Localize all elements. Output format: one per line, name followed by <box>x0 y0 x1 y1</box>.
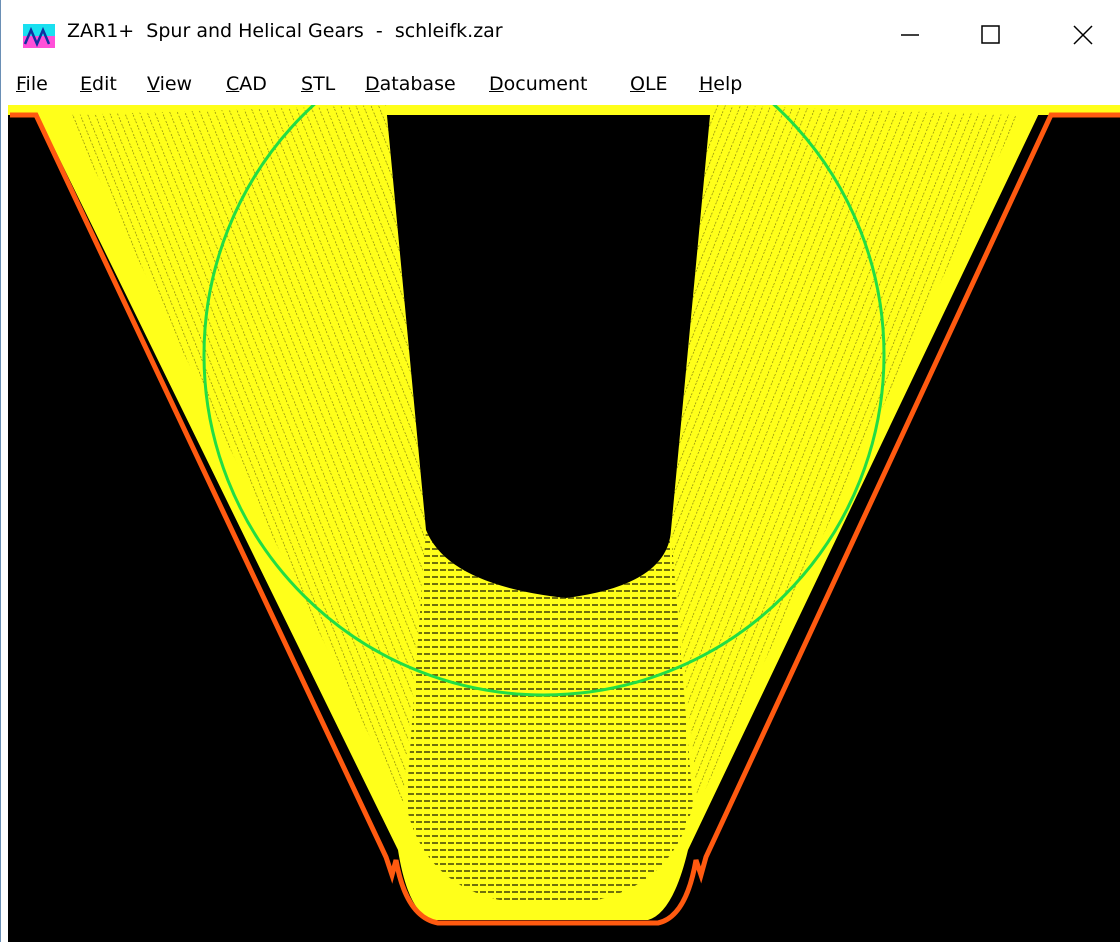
menu-item[interactable]: OLE <box>630 73 668 95</box>
menu-item[interactable]: Edit <box>80 73 117 95</box>
maximize-button[interactable] <box>961 14 1021 54</box>
menu-bar: File Edit View CAD STL Database Document OLE Hel… <box>1 62 1120 105</box>
menu-item[interactable]: Document <box>489 73 587 95</box>
minimize-button[interactable] <box>881 14 941 54</box>
menu-item[interactable]: CAD <box>226 73 267 95</box>
app-window: ZAR1+ Spur and Helical Gears - schleifk.… <box>0 0 1120 942</box>
menu-item[interactable]: STL <box>301 73 335 95</box>
window-controls <box>881 14 1120 54</box>
menu-item[interactable]: File <box>16 73 48 95</box>
close-button[interactable] <box>1051 14 1120 54</box>
app-icon <box>23 24 55 48</box>
menu-item[interactable]: View <box>147 73 192 95</box>
menu-item[interactable]: Help <box>699 73 742 95</box>
menu-item[interactable]: Database <box>365 73 456 95</box>
gear-view <box>8 105 1120 942</box>
title-bar: ZAR1+ Spur and Helical Gears - schleifk.… <box>1 0 1120 62</box>
window-title: ZAR1+ Spur and Helical Gears - schleifk.… <box>67 20 503 42</box>
